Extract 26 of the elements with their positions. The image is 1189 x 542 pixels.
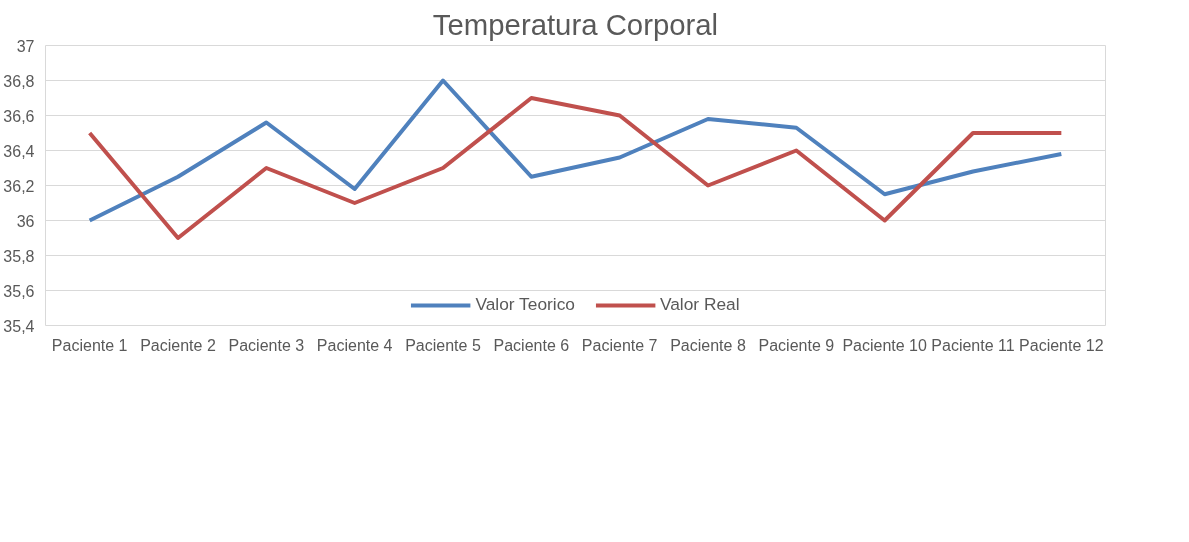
line-series [87, 78, 1064, 223]
legend-label: Valor Teorico [475, 294, 575, 315]
x-tick-label: Paciente 7 [581, 336, 658, 354]
y-tick-label: 37 [16, 37, 35, 55]
line-series [87, 96, 1064, 240]
legend-label: Valor Real [659, 294, 740, 315]
x-tick-label: Paciente 6 [493, 336, 570, 354]
chart-title: Temperatura Corporal [432, 7, 719, 41]
y-tick-label: 35,4 [3, 317, 35, 335]
y-tick-label: 36,8 [3, 72, 35, 90]
x-tick-label: Paciente 8 [670, 336, 746, 354]
y-tick-label: 35,6 [3, 282, 35, 300]
y-tick-label: 36,6 [3, 107, 35, 125]
x-tick-label: Paciente 5 [405, 336, 481, 354]
x-tick-label: Paciente 12 [1019, 336, 1104, 354]
x-tick-label: Paciente 2 [140, 336, 216, 354]
x-tick-label: Paciente 3 [228, 336, 305, 354]
x-tick-label: Paciente 9 [758, 336, 835, 354]
x-tick-label: Paciente 4 [316, 336, 393, 354]
x-tick-label: Paciente 11 [931, 336, 1015, 354]
y-tick-label: 36,2 [3, 177, 35, 195]
x-tick-label: Paciente 1 [51, 336, 128, 354]
y-tick-label: 36 [16, 212, 35, 230]
y-tick-label: 36,4 [3, 142, 35, 160]
x-tick-label: Paciente 10 [842, 336, 928, 354]
y-tick-label: 35,8 [3, 247, 35, 265]
